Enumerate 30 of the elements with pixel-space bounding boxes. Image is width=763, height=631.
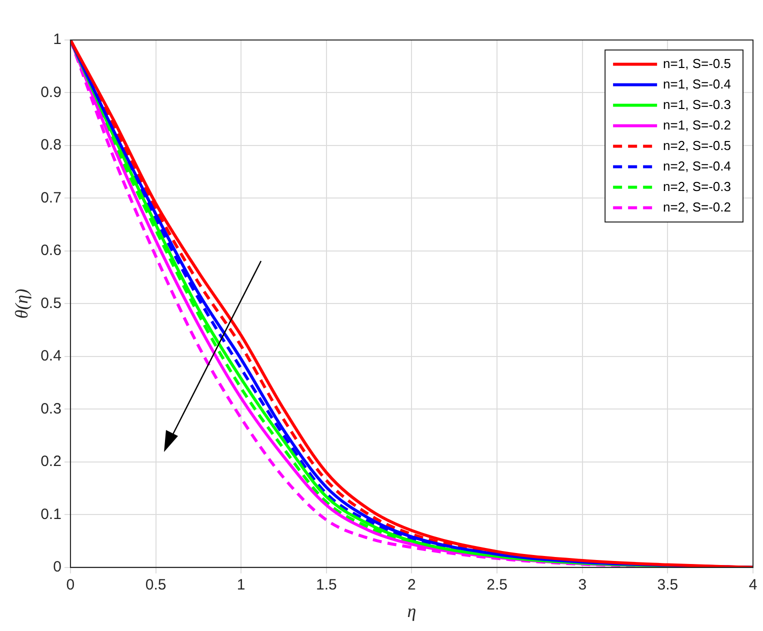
legend-label: n=1, S=-0.3 — [663, 96, 732, 112]
legend-label: n=2, S=-0.5 — [663, 138, 732, 153]
legend-label: n=2, S=-0.4 — [663, 158, 732, 174]
y-tick-label: 0.6 — [40, 242, 62, 260]
x-axis-title: η — [407, 600, 416, 621]
y-tick-label: 0.3 — [40, 400, 62, 418]
x-tick-label: 0.5 — [145, 576, 166, 594]
y-tick-label: 0.1 — [40, 506, 62, 523]
y-tick-label: 0.2 — [40, 453, 62, 470]
x-tick-label: 2 — [408, 576, 416, 594]
legend-label: n=1, S=-0.5 — [663, 56, 732, 71]
x-tick-label: 2.5 — [486, 576, 508, 594]
y-tick-label: 0 — [53, 558, 62, 576]
legend-label: n=2, S=-0.3 — [663, 178, 732, 194]
y-tick-label: 0.7 — [40, 189, 62, 206]
x-tick-label: 3.5 — [657, 576, 678, 594]
y-tick-label: 0.4 — [40, 348, 62, 365]
x-tick-label: 0 — [66, 576, 75, 594]
y-tick-label: 0.8 — [40, 136, 62, 154]
y-tick-label: 1 — [53, 31, 62, 48]
legend-label: n=1, S=-0.2 — [663, 117, 732, 132]
x-tick-label: 1 — [236, 576, 246, 594]
legend-label: n=1, S=-0.4 — [663, 76, 732, 92]
y-tick-label: 0.9 — [40, 84, 62, 101]
x-tick-label: 4 — [748, 576, 758, 594]
y-axis-title: θ(η) — [12, 288, 32, 319]
x-tick-label: 1.5 — [316, 576, 337, 594]
y-tick-label: 0.5 — [40, 294, 62, 312]
x-tick-label: 3 — [578, 576, 587, 594]
legend-label: n=2, S=-0.2 — [663, 199, 732, 214]
